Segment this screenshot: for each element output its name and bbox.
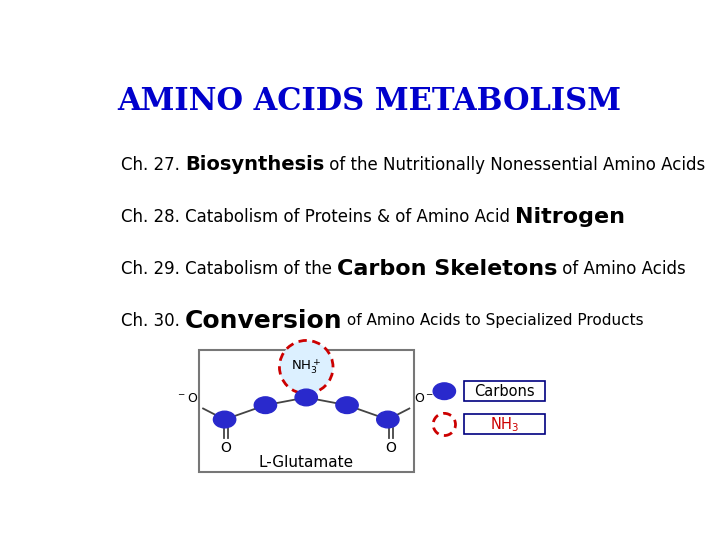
- Text: of the Nutritionally Nonessential Amino Acids: of the Nutritionally Nonessential Amino …: [324, 156, 706, 173]
- Text: O: O: [386, 441, 397, 455]
- Ellipse shape: [279, 340, 333, 394]
- FancyBboxPatch shape: [464, 415, 545, 435]
- Text: $^-$O: $^-$O: [176, 392, 199, 405]
- Text: Carbons: Carbons: [474, 384, 535, 399]
- Text: Carbon Skeletons: Carbon Skeletons: [337, 259, 557, 279]
- Text: Ch. 29. Catabolism of the: Ch. 29. Catabolism of the: [121, 260, 337, 278]
- Text: of Amino Acids: of Amino Acids: [557, 260, 686, 278]
- Text: NH$_3^+$: NH$_3^+$: [291, 357, 321, 376]
- Ellipse shape: [433, 414, 456, 436]
- Text: NH$_3$: NH$_3$: [490, 415, 519, 434]
- Text: Biosynthesis: Biosynthesis: [185, 155, 324, 174]
- Text: O$^-$: O$^-$: [414, 392, 434, 405]
- Text: Conversion: Conversion: [185, 308, 343, 333]
- Text: L-Glutamate: L-Glutamate: [258, 455, 354, 470]
- Circle shape: [377, 411, 399, 428]
- Text: Nitrogen: Nitrogen: [515, 207, 625, 227]
- FancyBboxPatch shape: [464, 381, 545, 401]
- Circle shape: [336, 397, 359, 414]
- Circle shape: [254, 397, 276, 414]
- Text: Ch. 28. Catabolism of Proteins & of Amino Acid: Ch. 28. Catabolism of Proteins & of Amin…: [121, 207, 515, 226]
- Circle shape: [295, 389, 318, 406]
- Text: Ch. 27.: Ch. 27.: [121, 156, 185, 173]
- FancyBboxPatch shape: [199, 349, 414, 472]
- Text: of Amino Acids to Specialized Products: of Amino Acids to Specialized Products: [343, 313, 644, 328]
- Circle shape: [213, 411, 235, 428]
- Text: AMINO ACIDS METABOLISM: AMINO ACIDS METABOLISM: [117, 85, 621, 117]
- Text: O: O: [220, 441, 231, 455]
- Circle shape: [433, 383, 456, 400]
- Text: Ch. 30.: Ch. 30.: [121, 312, 185, 329]
